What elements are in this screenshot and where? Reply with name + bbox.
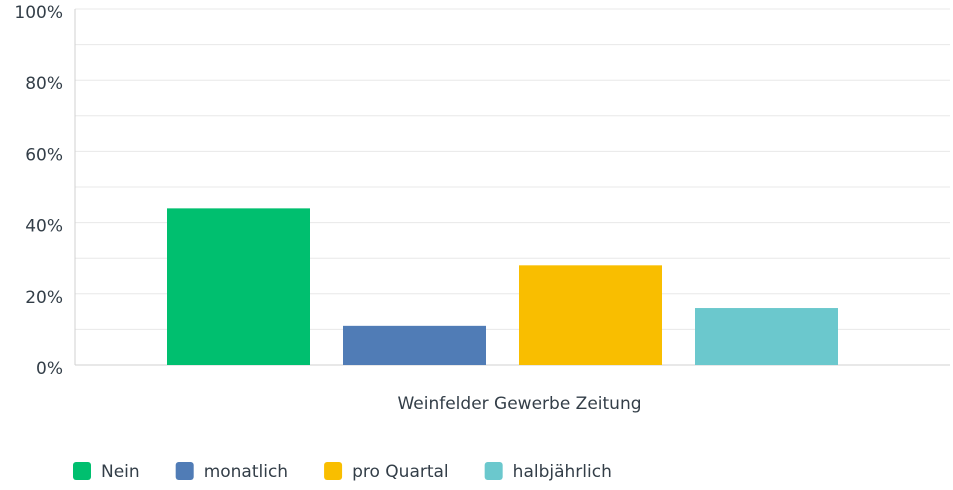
y-tick-label: 20%: [25, 288, 63, 308]
legend-swatch: [324, 462, 343, 480]
legend-label: monatlich: [204, 462, 288, 482]
y-tick-label: 100%: [14, 3, 63, 23]
bar: [167, 208, 310, 365]
legend-swatch: [175, 462, 194, 480]
y-tick-label: 0%: [36, 359, 63, 379]
bar: [695, 308, 838, 365]
bar: [519, 265, 662, 365]
legend-label: halbjährlich: [513, 462, 612, 482]
y-tick-label: 80%: [25, 74, 63, 94]
bar: [343, 325, 486, 365]
legend-swatch: [484, 462, 503, 480]
legend-swatch: [73, 462, 91, 480]
legend-label: pro Quartal: [352, 462, 449, 482]
y-tick-label: 40%: [25, 217, 63, 237]
x-tick-label: Weinfelder Gewerbe Zeitung: [397, 394, 641, 414]
legend-label: Nein: [101, 462, 140, 482]
y-tick-label: 60%: [25, 145, 63, 165]
